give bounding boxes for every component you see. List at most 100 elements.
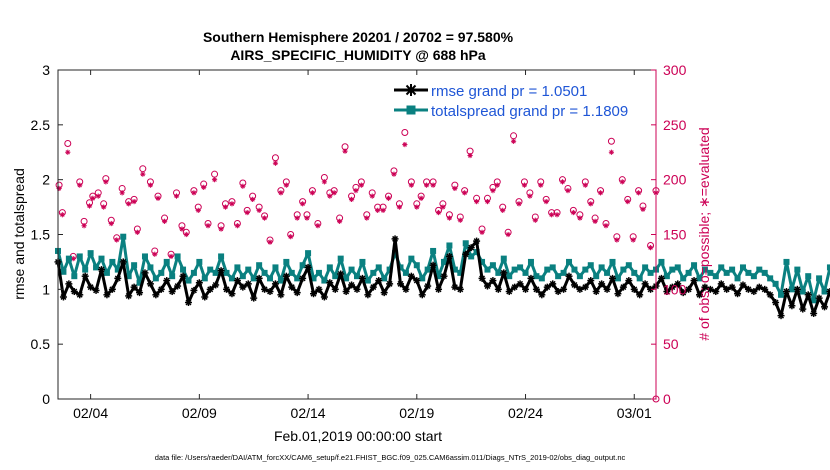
rmse-point: [788, 302, 796, 310]
rmse-point: [799, 305, 807, 313]
rmse-point: [195, 279, 203, 287]
totalspread-point: [810, 297, 817, 304]
y-tick-label-right: 200: [663, 172, 687, 188]
obs-evaluated-stroke: [380, 208, 386, 213]
totalspread-point: [440, 258, 447, 265]
totalspread-point: [571, 266, 578, 273]
rmse-point-stroke: [256, 275, 263, 282]
rmse-point: [97, 266, 105, 274]
obs-evaluated-point: [636, 190, 642, 196]
rmse-point: [288, 283, 296, 291]
totalspread-point: [103, 269, 110, 276]
rmse-point: [342, 288, 350, 296]
obs-evaluated-stroke: [614, 237, 620, 243]
rmse-point-stroke: [441, 273, 447, 280]
totalspread-point: [152, 275, 159, 282]
totalspread-point: [778, 291, 785, 298]
obs-evaluated-stroke: [179, 226, 185, 232]
rmse-point-stroke: [723, 286, 730, 293]
totalspread-point: [218, 253, 225, 260]
rmse-point-stroke: [734, 290, 741, 297]
totalspread-point: [783, 258, 790, 265]
totalspread-point: [430, 247, 437, 254]
totalspread-point: [734, 275, 741, 282]
rmse-point: [445, 252, 453, 260]
obs-evaluated-point: [440, 204, 446, 210]
rmse-point: [391, 235, 399, 243]
totalspread-point: [76, 253, 83, 260]
obs-evaluated-point: [364, 215, 370, 221]
obs-evaluated-point: [77, 182, 83, 188]
rmse-point-stroke: [620, 284, 627, 291]
rmse-point: [609, 274, 617, 282]
obs-possible-point: [607, 137, 615, 145]
obs-evaluated-point: [554, 212, 560, 218]
totalspread-point: [620, 266, 627, 273]
rmse-point-stroke: [435, 286, 442, 293]
totalspread-point: [457, 269, 464, 276]
rmse-point-stroke: [234, 277, 241, 284]
x-tick-label: 02/09: [182, 405, 217, 421]
obs-evaluated-point: [261, 215, 268, 221]
rmse-point-stroke: [783, 288, 790, 295]
rmse-point-stroke: [691, 277, 698, 284]
obs-evaluated-point: [380, 207, 386, 213]
obs-evaluated-stroke: [414, 204, 419, 210]
rmse-point: [668, 283, 676, 291]
rmse-point-stroke: [712, 288, 719, 295]
obs-evaluated-stroke: [223, 204, 228, 210]
totalspread-point: [756, 266, 763, 273]
obs-evaluated-point: [619, 179, 625, 185]
totalspread-point: [489, 262, 496, 269]
legend-totalspread-marker: [406, 105, 416, 115]
rmse-point: [81, 272, 89, 280]
totalspread-point: [745, 269, 752, 276]
totalspread-point: [180, 266, 187, 273]
rmse-point: [516, 280, 524, 288]
rmse-point-stroke: [778, 312, 785, 319]
obs-evaluated-point: [321, 179, 327, 185]
obs-evaluated-stroke: [284, 182, 289, 188]
totalspread-point: [821, 288, 828, 295]
obs-evaluated-point: [521, 182, 528, 188]
obs-evaluated-stroke: [152, 252, 157, 257]
rmse-point-stroke: [310, 290, 317, 297]
rmse-point-stroke: [614, 290, 621, 297]
rmse-point-stroke: [223, 286, 230, 293]
x-tick-label: 03/01: [617, 405, 652, 421]
obs-evaluated-point: [385, 195, 392, 201]
totalspread-point: [555, 273, 562, 280]
obs-evaluated-stroke: [140, 172, 145, 177]
rmse-point-stroke: [451, 284, 458, 291]
rmse-point-stroke: [392, 235, 399, 242]
totalspread-point: [435, 273, 442, 280]
totalspread-point: [566, 258, 573, 265]
rmse-point: [261, 285, 269, 293]
totalspread-point: [696, 275, 703, 282]
totalspread-point: [484, 266, 491, 273]
rmse-point: [734, 290, 742, 298]
totalspread-point: [250, 275, 257, 282]
rmse-point-stroke: [701, 284, 708, 291]
rmse-point: [755, 283, 763, 291]
totalspread-point: [212, 269, 219, 276]
totalspread-point: [408, 255, 415, 262]
obs-evaluated-point: [114, 237, 120, 243]
rmse-point: [630, 285, 638, 293]
rmse-point: [554, 288, 562, 296]
totalspread-point: [631, 269, 638, 276]
rmse-point: [744, 285, 752, 293]
rmse-point-stroke: [446, 253, 453, 260]
obs-evaluated-stroke: [191, 190, 197, 196]
rmse-point-stroke: [663, 288, 670, 295]
rmse-point: [592, 288, 600, 296]
obs-evaluated-point: [288, 234, 294, 240]
rmse-point-stroke: [65, 280, 72, 287]
rmse-point-stroke: [707, 286, 714, 293]
rmse-point-stroke: [169, 288, 176, 295]
rmse-point: [706, 285, 714, 293]
rmse-point-stroke: [370, 284, 377, 291]
x-tick-label: 02/04: [73, 405, 108, 421]
totalspread-point: [98, 255, 105, 262]
rmse-point-stroke: [163, 277, 170, 284]
